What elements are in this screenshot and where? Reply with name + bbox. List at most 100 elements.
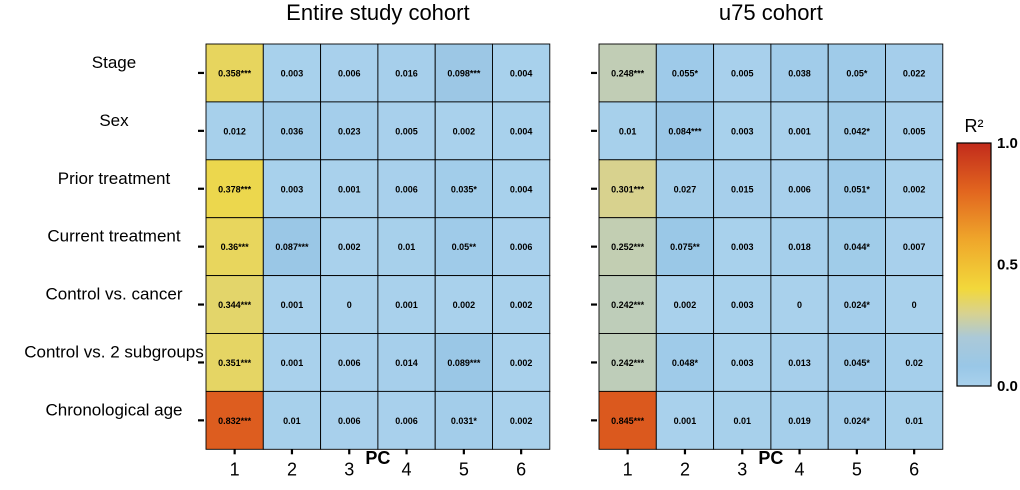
heatmap-cell bbox=[205, 43, 264, 103]
heatmap-cell bbox=[713, 390, 772, 450]
legend-colorbar bbox=[956, 142, 992, 387]
heatmap-cell bbox=[655, 101, 715, 161]
cell-value-label: 0.252*** bbox=[611, 242, 645, 252]
cell-value-label: 0.002 bbox=[510, 416, 533, 426]
heatmap-cell bbox=[655, 43, 715, 103]
cell-value-label: 0.006 bbox=[395, 184, 418, 194]
cell-value-label: 0.035* bbox=[451, 184, 478, 194]
heatmap-cell bbox=[885, 390, 944, 450]
heatmap-cell bbox=[827, 43, 886, 103]
x-tick-label: 2 bbox=[287, 459, 297, 479]
heatmap-cell bbox=[377, 275, 436, 334]
cell-value-label: 0.006 bbox=[338, 358, 361, 368]
row-label: Control vs. 2 subgroups bbox=[24, 342, 204, 361]
heatmap-cell bbox=[262, 217, 322, 277]
cell-value-label: 0.003 bbox=[731, 358, 754, 368]
cell-value-label: 0 bbox=[347, 300, 352, 310]
cell-value-label: 0.002 bbox=[903, 184, 926, 194]
cell-value-label: 0.01 bbox=[283, 416, 301, 426]
cell-value-label: 0.004 bbox=[510, 184, 533, 194]
heatmap-cell bbox=[770, 101, 829, 161]
heatmap-cell bbox=[377, 390, 436, 450]
heatmap-cell bbox=[262, 390, 322, 450]
cell-value-label: 0.007 bbox=[903, 242, 926, 252]
cell-value-label: 0.089*** bbox=[447, 358, 481, 368]
cell-value-label: 0.012 bbox=[223, 126, 246, 136]
heatmap-cell bbox=[492, 159, 551, 219]
heatmap-cell bbox=[320, 217, 379, 277]
row-label: Stage bbox=[92, 53, 136, 72]
x-axis-title: PC bbox=[758, 448, 783, 468]
cell-value-label: 0.024* bbox=[844, 416, 871, 426]
heatmap-cell bbox=[320, 390, 379, 450]
cell-value-label: 0.087*** bbox=[275, 242, 309, 252]
x-tick-label: 5 bbox=[852, 459, 862, 479]
cell-value-label: 0.003 bbox=[731, 126, 754, 136]
cell-value-label: 0.01 bbox=[905, 416, 923, 426]
cell-value-label: 0.019 bbox=[788, 416, 811, 426]
cell-value-label: 0.003 bbox=[731, 242, 754, 252]
cell-value-label: 0.001 bbox=[674, 416, 697, 426]
row-labels: Stage Sex Prior treatment Current treatment… bbox=[24, 53, 204, 419]
cell-value-label: 0.378*** bbox=[218, 184, 252, 194]
row-label: Prior treatment bbox=[58, 169, 171, 188]
x-tick-label: 1 bbox=[230, 459, 240, 479]
cell-value-label: 0.832*** bbox=[218, 416, 252, 426]
legend-title: R² bbox=[965, 116, 984, 136]
cell-value-label: 0.003 bbox=[281, 68, 304, 78]
heatmap-cell bbox=[827, 101, 886, 161]
row-label: Sex bbox=[99, 111, 129, 130]
cell-value-label: 0.301*** bbox=[611, 184, 645, 194]
cell-value-label: 0.006 bbox=[788, 184, 811, 194]
heatmap-cell bbox=[262, 159, 322, 219]
cell-value-label: 0.098*** bbox=[447, 68, 481, 78]
cell-value-label: 0.055* bbox=[672, 68, 699, 78]
cell-value-label: 0.005 bbox=[395, 126, 418, 136]
heatmap-cell bbox=[713, 101, 772, 161]
heatmap-cell bbox=[492, 217, 551, 277]
heatmap-cell bbox=[885, 217, 944, 277]
legend-tick-label: 1.0 bbox=[997, 135, 1018, 152]
heatmap-cell bbox=[377, 43, 436, 103]
row-label: Control vs. cancer bbox=[46, 285, 183, 304]
heatmap-cell bbox=[885, 43, 944, 103]
cell-value-label: 0.013 bbox=[788, 358, 811, 368]
heatmap-panels: Entire study cohort 0.358*** 0.003 0.006 0.0… bbox=[198, 0, 944, 479]
cell-value-label: 0.024* bbox=[844, 300, 871, 310]
row-label: Chronological age bbox=[45, 400, 182, 419]
heatmap-cell bbox=[434, 217, 493, 277]
cell-value-label: 0.075** bbox=[670, 242, 700, 252]
cell-value-label: 0.001 bbox=[395, 300, 418, 310]
heatmap-cell bbox=[320, 43, 379, 103]
x-tick-label: 4 bbox=[402, 459, 412, 479]
cell-value-label: 0.006 bbox=[395, 416, 418, 426]
cell-value-label: 0.036 bbox=[281, 126, 304, 136]
heatmap-cell bbox=[434, 275, 493, 334]
heatmap-cell bbox=[492, 101, 551, 161]
x-tick-label: 5 bbox=[459, 459, 469, 479]
cell-value-label: 0.002 bbox=[674, 300, 697, 310]
heatmap-cell bbox=[655, 159, 715, 219]
x-tick-label: 6 bbox=[516, 459, 526, 479]
cell-value-label: 0.051* bbox=[844, 184, 871, 194]
cell-value-label: 0.344*** bbox=[218, 300, 252, 310]
heatmap-cell bbox=[262, 43, 322, 103]
cell-value-label: 0.006 bbox=[510, 242, 533, 252]
cell-value-label: 0.004 bbox=[510, 126, 533, 136]
cell-value-label: 0.002 bbox=[453, 300, 476, 310]
cell-value-label: 0.027 bbox=[674, 184, 697, 194]
heatmap-cell bbox=[770, 390, 829, 450]
panel-title: u75 cohort bbox=[719, 0, 823, 25]
x-tick-label: 3 bbox=[737, 459, 747, 479]
heatmap-cell bbox=[770, 275, 829, 334]
heatmap-cell bbox=[598, 390, 657, 450]
cell-value-label: 0.001 bbox=[338, 184, 361, 194]
cell-value-label: 0.015 bbox=[731, 184, 754, 194]
cell-value-label: 0.004 bbox=[510, 68, 533, 78]
x-tick-label: 6 bbox=[909, 459, 919, 479]
cell-value-label: 0.002 bbox=[338, 242, 361, 252]
x-tick-label: 1 bbox=[623, 459, 633, 479]
cell-value-label: 0.001 bbox=[788, 126, 811, 136]
cell-value-label: 0.023 bbox=[338, 126, 361, 136]
